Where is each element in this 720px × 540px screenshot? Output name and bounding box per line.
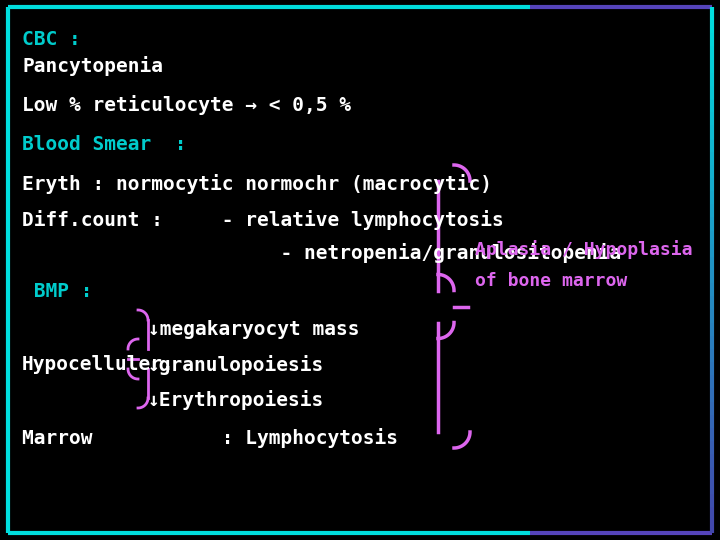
- Text: - netropenia/granulositopenia: - netropenia/granulositopenia: [22, 243, 621, 263]
- Text: Low % reticulocyte → < 0,5 %: Low % reticulocyte → < 0,5 %: [22, 95, 351, 115]
- Text: Hypocelluler.: Hypocelluler.: [22, 355, 175, 374]
- Text: Diff.count :     - relative lymphocytosis: Diff.count : - relative lymphocytosis: [22, 210, 504, 230]
- Text: Blood Smear  :: Blood Smear :: [22, 135, 186, 154]
- Text: Pancytopenia: Pancytopenia: [22, 56, 163, 76]
- Text: Aplasia / Hypoplasia: Aplasia / Hypoplasia: [475, 240, 693, 259]
- Text: Marrow           : Lymphocytosis: Marrow : Lymphocytosis: [22, 428, 398, 448]
- Text: ↓granulopoiesis: ↓granulopoiesis: [148, 355, 324, 375]
- Text: BMP :: BMP :: [22, 282, 92, 301]
- Text: ↓megakaryocyt mass: ↓megakaryocyt mass: [148, 320, 359, 339]
- Text: ↓Erythropoiesis: ↓Erythropoiesis: [148, 390, 324, 410]
- Text: CBC :: CBC :: [22, 30, 81, 49]
- Text: of bone marrow: of bone marrow: [475, 272, 627, 290]
- Text: Eryth : normocytic normochr (macrocytic): Eryth : normocytic normochr (macrocytic): [22, 174, 492, 194]
